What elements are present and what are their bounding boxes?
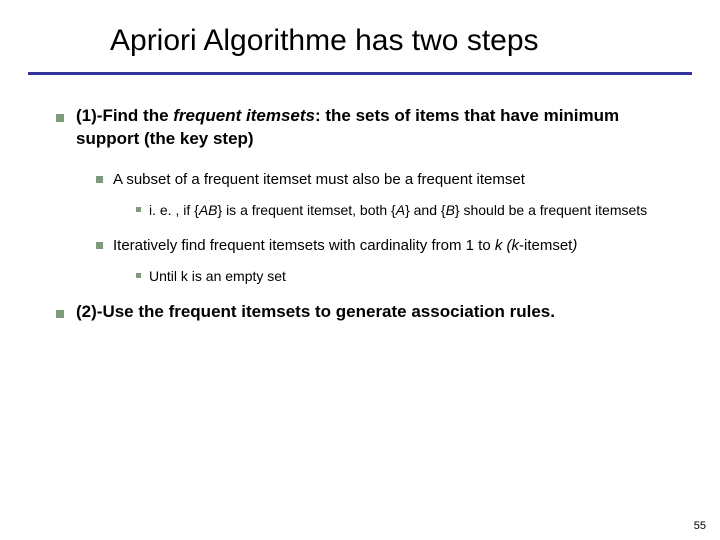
step-2-text: (2)-Use the frequent itemsets to generat…: [76, 301, 555, 324]
step1-emphasis: frequent itemsets: [173, 106, 315, 125]
content-region: (1)-Find the frequent itemsets: the sets…: [0, 75, 720, 324]
sb-paren: ): [572, 237, 577, 254]
sub-a-detail: i. e. , if {AB} is a frequent itemset, b…: [136, 200, 680, 221]
page-number: 55: [694, 520, 706, 532]
ab-italic: AB: [199, 202, 218, 218]
t1: i. e. , if {: [149, 202, 199, 218]
step-1-text: (1)-Find the frequent itemsets: the sets…: [76, 105, 680, 151]
bullet-icon: [136, 273, 141, 278]
bullet-icon: [96, 242, 103, 249]
t3: } and {: [405, 202, 446, 218]
slide-title: Apriori Algorithme has two steps: [110, 24, 680, 58]
sb-k1: k (k: [495, 237, 519, 254]
bullet-icon: [96, 176, 103, 183]
bullet-icon: [56, 114, 64, 122]
sub-b-text: Iteratively find frequent itemsets with …: [113, 235, 577, 256]
sb-t2: -itemset: [519, 237, 572, 254]
t2: } is a frequent itemset, both {: [218, 202, 396, 218]
sub-b: Iteratively find frequent itemsets with …: [96, 235, 680, 256]
bullet-icon: [56, 310, 64, 318]
step1-prefix: (1)-Find the: [76, 106, 173, 125]
sub-a-detail-text: i. e. , if {AB} is a frequent itemset, b…: [149, 200, 647, 221]
step-2: (2)-Use the frequent itemsets to generat…: [56, 301, 680, 324]
sub-b-detail-text: Until k is an empty set: [149, 266, 286, 287]
sub-b-detail: Until k is an empty set: [136, 266, 680, 287]
title-region: Apriori Algorithme has two steps: [0, 0, 720, 68]
bullet-icon: [136, 207, 141, 212]
a-italic: A: [396, 202, 405, 218]
slide: Apriori Algorithme has two steps (1)-Fin…: [0, 0, 720, 540]
b-italic: B: [446, 202, 455, 218]
sub-a: A subset of a frequent itemset must also…: [96, 169, 680, 190]
step-1: (1)-Find the frequent itemsets: the sets…: [56, 105, 680, 151]
sub-a-text: A subset of a frequent itemset must also…: [113, 169, 525, 190]
sb-t1: Iteratively find frequent itemsets with …: [113, 237, 495, 254]
t4: } should be a frequent itemsets: [455, 202, 647, 218]
